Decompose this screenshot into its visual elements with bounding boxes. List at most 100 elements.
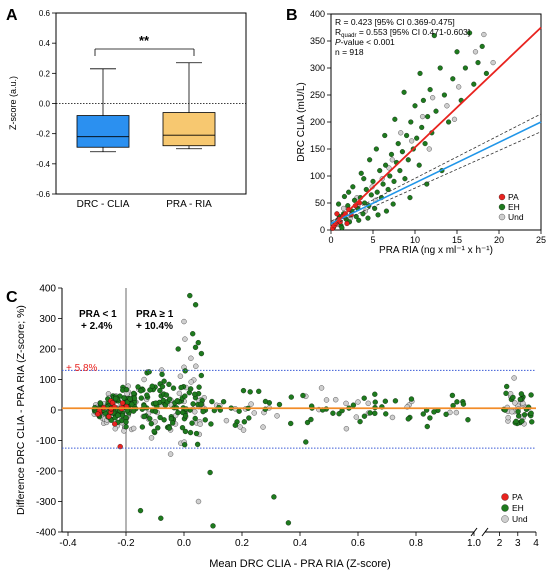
- panel-c-x-tick-label: 0.0: [177, 538, 191, 549]
- panel-c-y-tick-label: 200: [39, 345, 56, 356]
- point-eh: [149, 383, 155, 389]
- point-eh: [372, 399, 378, 405]
- point-und: [195, 498, 202, 505]
- legend-c-und-marker: [501, 515, 509, 523]
- point-eh: [115, 412, 121, 418]
- axis-break-mark-right: [481, 527, 489, 537]
- panel-a-label: A: [6, 7, 18, 24]
- panel-a-y-tick-label: -0.4: [36, 160, 50, 169]
- panel-c-y-label: Difference DRC CLIA - PRA RIA (Z-score; …: [15, 305, 27, 515]
- point-und: [112, 426, 118, 432]
- point-eh: [339, 225, 345, 231]
- point-eh: [449, 392, 456, 399]
- point-eh: [408, 119, 414, 125]
- point-eh: [358, 170, 364, 176]
- panel-c-y-tick-label: 300: [39, 314, 56, 325]
- quadratic-fit-line: [330, 26, 542, 228]
- point-eh: [175, 409, 181, 416]
- point-eh: [407, 195, 413, 201]
- panel-c-x-tick-label: 2: [497, 538, 503, 549]
- point-eh: [374, 189, 380, 195]
- point-eh: [361, 395, 367, 401]
- panel-c-x-tick-label: 0.8: [409, 538, 423, 549]
- point-eh: [395, 141, 401, 147]
- point-eh: [182, 428, 189, 435]
- panel-c-y-ticks: 400 300 200 100 0 -100 -200 -300 -400: [36, 284, 62, 539]
- point-eh: [357, 418, 363, 425]
- panel-a-y-tick-label: -0.2: [36, 130, 50, 139]
- panel-c: C 400 300 200 100 0 -100 -200 -300 -400 -0.4 -0.2…: [6, 284, 539, 571]
- point-eh: [147, 416, 153, 422]
- point-und: [223, 417, 230, 424]
- point-eh: [147, 387, 153, 393]
- panel-b-y-tick-label: 200: [310, 117, 325, 127]
- point-eh: [190, 331, 196, 337]
- point-eh: [388, 151, 395, 157]
- point-und: [456, 84, 462, 90]
- point-eh: [138, 395, 144, 401]
- panel-b-x-tick-label: 10: [410, 235, 420, 245]
- point-eh: [157, 414, 163, 421]
- linear-fit-line: [330, 121, 542, 225]
- point-eh: [368, 192, 374, 198]
- point-eh: [303, 439, 309, 445]
- point-und: [141, 376, 147, 383]
- panel-c-reference-lines: [62, 369, 536, 449]
- point-und: [398, 130, 404, 136]
- point-und: [188, 379, 194, 385]
- point-eh: [373, 146, 379, 152]
- legend-und-marker: [498, 213, 506, 221]
- point-eh: [380, 181, 386, 187]
- point-und: [512, 400, 518, 406]
- point-eh: [166, 381, 172, 388]
- point-eh: [350, 184, 356, 190]
- point-eh: [424, 423, 430, 430]
- legend-c-pa-label: PA: [512, 492, 523, 502]
- point-eh: [528, 410, 534, 416]
- point-eh: [175, 346, 181, 352]
- point-und: [318, 385, 325, 391]
- point-pa: [112, 421, 118, 427]
- point-eh: [246, 415, 252, 421]
- stats-r-quadr-subscript: quadr: [341, 33, 356, 39]
- point-eh: [412, 103, 418, 109]
- panel-a-y-tick-label: 0.4: [39, 39, 51, 48]
- point-eh: [97, 400, 104, 406]
- point-eh: [108, 417, 114, 423]
- panel-c-y-tick-label: -200: [36, 467, 56, 478]
- point-eh: [193, 430, 200, 437]
- stats-r-quadr-value: = 0.553 [95% CI 0.471-0.603]: [357, 27, 471, 37]
- point-eh: [431, 33, 437, 39]
- point-eh: [402, 176, 408, 182]
- panel-b-fit-lines: [330, 26, 542, 228]
- panel-b-y-tick-label: 300: [310, 63, 325, 73]
- point-und: [260, 424, 266, 430]
- point-eh: [450, 76, 456, 82]
- panel-c-x-tick-label: 3: [515, 538, 521, 549]
- point-eh: [367, 157, 373, 163]
- point-und: [343, 400, 349, 407]
- point-eh: [192, 391, 198, 397]
- panel-c-x-tick-label: 0.2: [235, 538, 249, 549]
- panel-c-x-tick-label: 4: [533, 538, 539, 549]
- point-eh: [529, 419, 535, 425]
- point-eh: [450, 402, 456, 409]
- point-eh: [367, 410, 373, 416]
- point-eh: [220, 399, 227, 405]
- panel-c-y-tick-label: 0: [50, 406, 56, 417]
- point-eh: [182, 442, 188, 448]
- point-eh: [420, 411, 426, 417]
- panel-a-y-ticks: 0.6 0.4 0.2 0.0 -0.2 -0.4 -0.6: [36, 9, 56, 199]
- point-eh: [151, 428, 157, 434]
- point-eh: [392, 116, 398, 122]
- legend-und-label: Und: [508, 212, 524, 222]
- point-eh: [152, 408, 159, 415]
- group-right-title: PRA ≥ 1: [136, 309, 174, 320]
- panel-b-points: [330, 30, 496, 231]
- point-eh: [443, 411, 449, 417]
- point-und: [509, 409, 515, 415]
- point-und: [182, 336, 188, 342]
- panel-b-y-label: DRC CLIA (mU/L): [296, 82, 307, 161]
- point-und: [193, 363, 199, 369]
- point-eh: [356, 217, 362, 223]
